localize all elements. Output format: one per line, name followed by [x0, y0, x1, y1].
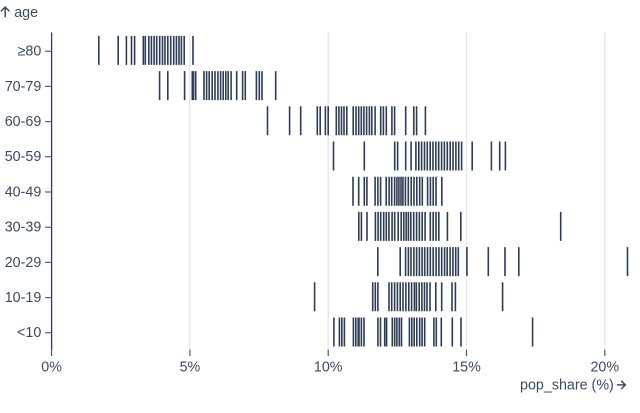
svg-text:<10: <10	[17, 325, 41, 341]
svg-text:20-29: 20-29	[5, 255, 42, 271]
svg-text:age: age	[14, 5, 38, 21]
svg-text:10%: 10%	[314, 360, 343, 376]
svg-text:30-39: 30-39	[5, 220, 42, 236]
svg-text:5%: 5%	[180, 360, 201, 376]
svg-text:60-69: 60-69	[5, 114, 42, 130]
svg-text:10-19: 10-19	[5, 290, 42, 306]
svg-text:20%: 20%	[590, 360, 619, 376]
svg-text:0%: 0%	[41, 360, 62, 376]
svg-text:70-79: 70-79	[5, 79, 42, 95]
svg-text:40-49: 40-49	[5, 184, 42, 200]
svg-text:pop_share (%): pop_share (%)	[520, 377, 614, 393]
svg-text:15%: 15%	[452, 360, 481, 376]
svg-text:≥80: ≥80	[18, 44, 42, 60]
svg-text:50-59: 50-59	[5, 149, 42, 165]
